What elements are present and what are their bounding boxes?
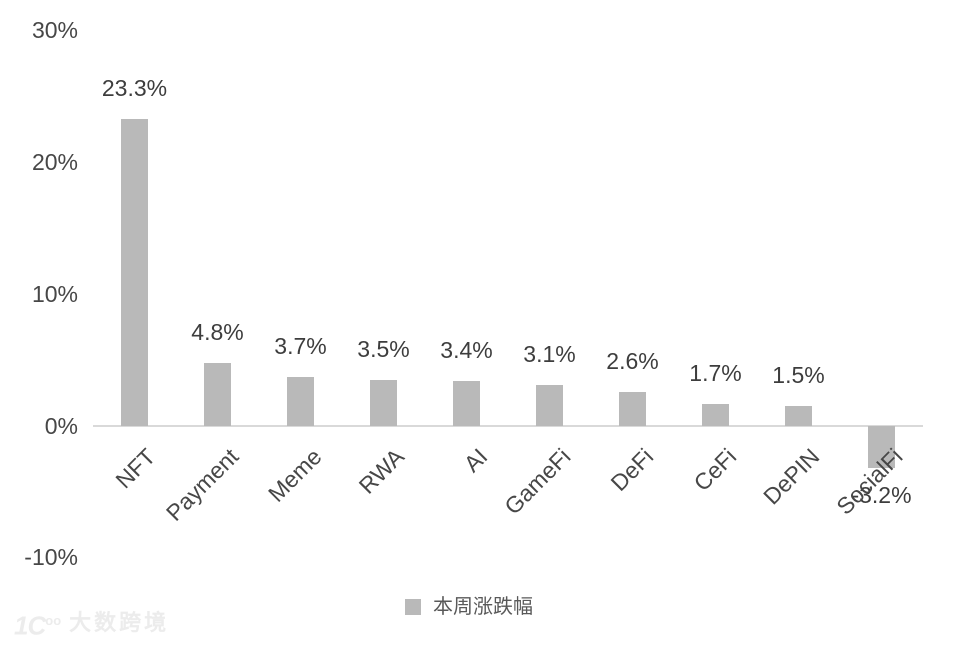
value-label-gamefi: 3.1% bbox=[523, 341, 576, 368]
value-label-meme: 3.7% bbox=[274, 333, 327, 360]
value-label-ai: 3.4% bbox=[440, 337, 493, 364]
bar-gamefi bbox=[536, 385, 563, 426]
x-axis-line bbox=[93, 425, 923, 427]
value-label-socialfi: -3.2% bbox=[851, 482, 912, 509]
bar-rwa bbox=[370, 379, 397, 426]
watermark: 1Coo 大数跨境 bbox=[14, 608, 169, 639]
value-label-nft: 23.3% bbox=[101, 74, 168, 101]
bar-nft bbox=[121, 118, 148, 426]
category-label-ai: AI bbox=[458, 443, 493, 478]
category-label-meme: Meme bbox=[262, 443, 327, 507]
value-label-payment: 4.8% bbox=[191, 318, 244, 345]
bar-defi bbox=[619, 391, 646, 426]
category-label-defi: DeFi bbox=[605, 443, 659, 497]
category-label-depin: DePIN bbox=[757, 443, 825, 510]
value-label-defi: 2.6% bbox=[606, 347, 659, 374]
bar-ai bbox=[453, 381, 480, 426]
y-axis-tick-label: 0% bbox=[44, 412, 78, 439]
category-label-cefi: CeFi bbox=[688, 443, 742, 497]
y-axis-tick-label: 30% bbox=[31, 17, 78, 44]
value-label-rwa: 3.5% bbox=[357, 335, 410, 362]
watermark-logo-icon: 1Coo bbox=[14, 610, 62, 641]
bar-meme bbox=[287, 377, 314, 426]
watermark-text: 大数跨境 bbox=[69, 610, 170, 636]
legend-swatch bbox=[405, 599, 421, 615]
y-axis-tick-label: 20% bbox=[31, 148, 78, 175]
category-label-nft: NFT bbox=[110, 443, 161, 494]
y-axis-tick-label: 10% bbox=[31, 280, 78, 307]
value-label-depin: 1.5% bbox=[772, 362, 825, 389]
category-label-rwa: RWA bbox=[353, 443, 410, 499]
bar-depin bbox=[785, 406, 812, 426]
bar-payment bbox=[204, 362, 231, 426]
legend-label: 本周涨跌幅 bbox=[433, 596, 533, 618]
category-label-gamefi: GameFi bbox=[498, 443, 576, 520]
bar-cefi bbox=[702, 403, 729, 426]
bar-socialfi bbox=[868, 426, 895, 469]
category-label-payment: Payment bbox=[160, 443, 244, 526]
legend: 本周涨跌幅 bbox=[405, 597, 533, 617]
value-label-cefi: 1.7% bbox=[689, 359, 742, 386]
y-axis-tick-label: -10% bbox=[24, 544, 78, 571]
